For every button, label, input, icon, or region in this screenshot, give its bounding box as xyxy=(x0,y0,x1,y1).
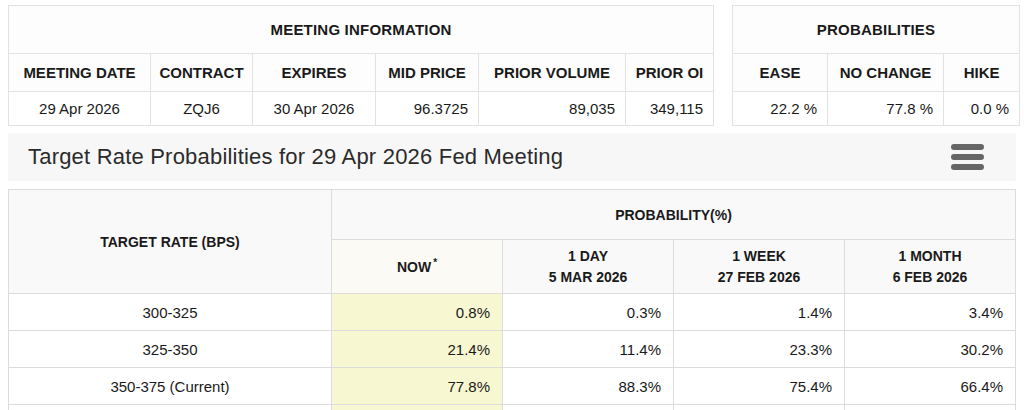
section-title-bar: Target Rate Probabilities for 29 Apr 202… xyxy=(8,133,1016,181)
meeting-date-value: 29 Apr 2026 xyxy=(9,92,151,126)
one-week-probability: 75.4% xyxy=(674,368,845,405)
no-change-value: 77.8 % xyxy=(828,92,944,126)
column-header-no-change: NO CHANGE xyxy=(828,54,944,92)
page-title: Target Rate Probabilities for 29 Apr 202… xyxy=(28,144,563,170)
column-header-1-week: 1 WEEK 27 FEB 2026 xyxy=(674,240,845,294)
one-day-date: 5 MAR 2026 xyxy=(549,269,628,285)
expires-value: 30 Apr 2026 xyxy=(253,92,376,126)
column-header-meeting-date: MEETING DATE xyxy=(9,54,151,92)
table-row-partial xyxy=(9,405,1016,410)
one-week-date: 27 FEB 2026 xyxy=(718,269,801,285)
hamburger-bar xyxy=(951,164,984,170)
probabilities-title: PROBABILITIES xyxy=(733,6,1020,54)
meeting-information-table: MEETING INFORMATION MEETING DATE CONTRAC… xyxy=(8,5,714,126)
now-probability: 0.8% xyxy=(332,294,503,331)
hamburger-bar xyxy=(951,154,984,160)
meeting-information-data-row: 29 Apr 2026 ZQJ6 30 Apr 2026 96.3725 89,… xyxy=(9,92,714,126)
now-probability: 21.4% xyxy=(332,331,503,368)
one-month-label: 1 MONTH xyxy=(899,248,962,264)
one-month-probability: 66.4% xyxy=(845,368,1016,405)
column-header-hike: HIKE xyxy=(944,54,1020,92)
column-header-contract: CONTRACT xyxy=(151,54,253,92)
one-month-date: 6 FEB 2026 xyxy=(893,269,968,285)
column-header-prior-volume: PRIOR VOLUME xyxy=(479,54,626,92)
hamburger-bar xyxy=(951,144,984,150)
one-week-probability: 1.4% xyxy=(674,294,845,331)
prior-oi-value: 349,115 xyxy=(626,92,714,126)
target-rate-value: 350-375 (Current) xyxy=(9,368,332,405)
probabilities-header-row: EASE NO CHANGE HIKE xyxy=(733,54,1020,92)
prior-volume-value: 89,035 xyxy=(479,92,626,126)
meeting-information-header-row: MEETING DATE CONTRACT EXPIRES MID PRICE … xyxy=(9,54,714,92)
target-rate-probability-table: TARGET RATE (BPS) PROBABILITY(%) NOW* 1 … xyxy=(8,189,1016,410)
one-week-probability: 23.3% xyxy=(674,331,845,368)
probabilities-data-row: 22.2 % 77.8 % 0.0 % xyxy=(733,92,1020,126)
column-header-ease: EASE xyxy=(733,54,828,92)
one-day-probability: 11.4% xyxy=(503,331,674,368)
column-header-expires: EXPIRES xyxy=(253,54,376,92)
column-header-1-month: 1 MONTH 6 FEB 2026 xyxy=(845,240,1016,294)
table-row: 325-350 21.4% 11.4% 23.3% 30.2% xyxy=(9,331,1016,368)
column-header-1-day: 1 DAY 5 MAR 2026 xyxy=(503,240,674,294)
probabilities-table: PROBABILITIES EASE NO CHANGE HIKE 22.2 %… xyxy=(732,5,1020,126)
one-day-label: 1 DAY xyxy=(568,248,608,264)
now-label: NOW xyxy=(397,259,431,275)
top-section: MEETING INFORMATION MEETING DATE CONTRAC… xyxy=(8,5,1016,126)
target-rate-value: 300-325 xyxy=(9,294,332,331)
meeting-information-title: MEETING INFORMATION xyxy=(9,6,714,54)
target-rate-value: 325-350 xyxy=(9,331,332,368)
one-month-probability: 30.2% xyxy=(845,331,1016,368)
now-asterisk: * xyxy=(433,257,437,268)
hike-value: 0.0 % xyxy=(944,92,1020,126)
one-month-probability: 3.4% xyxy=(845,294,1016,331)
table-row: 300-325 0.8% 0.3% 1.4% 3.4% xyxy=(9,294,1016,331)
column-header-prior-oi: PRIOR OI xyxy=(626,54,714,92)
probability-group-header-row: TARGET RATE (BPS) PROBABILITY(%) xyxy=(9,190,1016,240)
ease-value: 22.2 % xyxy=(733,92,828,126)
probability-percent-header: PROBABILITY(%) xyxy=(332,190,1016,240)
now-probability: 77.8% xyxy=(332,368,503,405)
column-header-mid-price: MID PRICE xyxy=(376,54,479,92)
one-week-label: 1 WEEK xyxy=(732,248,786,264)
table-row: 350-375 (Current) 77.8% 88.3% 75.4% 66.4… xyxy=(9,368,1016,405)
one-day-probability: 88.3% xyxy=(503,368,674,405)
contract-value: ZQJ6 xyxy=(151,92,253,126)
column-header-now: NOW* xyxy=(332,240,503,294)
mid-price-value: 96.3725 xyxy=(376,92,479,126)
hamburger-menu-icon[interactable] xyxy=(947,140,988,174)
one-day-probability: 0.3% xyxy=(503,294,674,331)
target-rate-bps-header: TARGET RATE (BPS) xyxy=(9,190,332,294)
